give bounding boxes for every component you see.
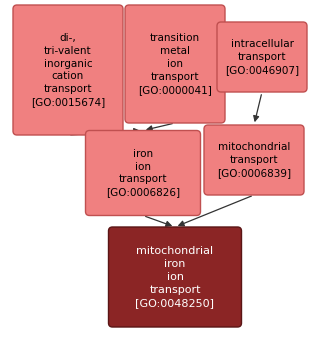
Text: iron
ion
transport
[GO:0006826]: iron ion transport [GO:0006826]	[106, 149, 180, 197]
FancyBboxPatch shape	[13, 5, 123, 135]
Text: mitochondrial
transport
[GO:0006839]: mitochondrial transport [GO:0006839]	[217, 142, 291, 178]
FancyBboxPatch shape	[204, 125, 304, 195]
FancyBboxPatch shape	[86, 131, 201, 216]
Text: intracellular
transport
[GO:0046907]: intracellular transport [GO:0046907]	[225, 39, 299, 75]
Text: di-,
tri-valent
inorganic
cation
transport
[GO:0015674]: di-, tri-valent inorganic cation transpo…	[31, 33, 105, 107]
FancyBboxPatch shape	[125, 5, 225, 123]
Text: transition
metal
ion
transport
[GO:0000041]: transition metal ion transport [GO:00000…	[138, 33, 212, 95]
FancyBboxPatch shape	[217, 22, 307, 92]
FancyBboxPatch shape	[109, 227, 242, 327]
Text: mitochondrial
iron
ion
transport
[GO:0048250]: mitochondrial iron ion transport [GO:004…	[136, 246, 215, 308]
